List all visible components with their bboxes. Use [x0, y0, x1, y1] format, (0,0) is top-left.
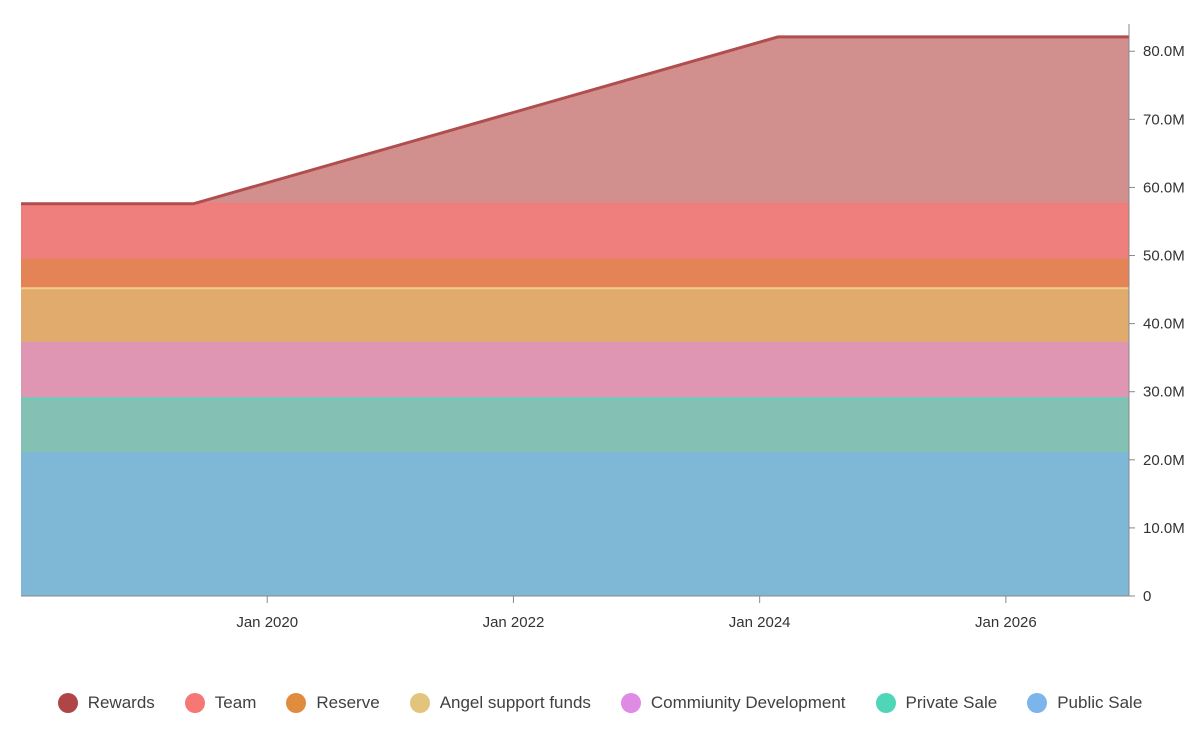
axes-layer: 0 10.0M 20.0M 30.0M 40.0M 50.0M 60.0M 70.0M 80.0…: [21, 24, 1185, 631]
y-tick-label: 40.0M: [1143, 316, 1185, 333]
legend-label: Angel support funds: [439, 693, 591, 712]
stacked-area-chart: 0 10.0M 20.0M 30.0M 40.0M 50.0M 60.0M 70.0M 80.0…: [21, 24, 1185, 631]
area-rewards[interactable]: [21, 36, 1129, 204]
legend-item-community-development[interactable]: Commiunity Development: [620, 693, 846, 713]
legend-marker-icon: [620, 693, 641, 713]
x-tick-label: Jan 2020: [236, 614, 298, 631]
x-tick-label: Jan 2026: [975, 614, 1037, 631]
y-tick-label: 60.0M: [1143, 179, 1185, 196]
area-public-sale[interactable]: [21, 453, 1129, 596]
legend-label: Public Sale: [1057, 693, 1143, 712]
legend-marker-icon: [409, 693, 430, 713]
legend-item-private-sale[interactable]: Private Sale: [875, 693, 998, 713]
legend-marker-icon: [184, 693, 205, 713]
legend-label: Private Sale: [905, 693, 998, 712]
x-tick-label: Jan 2022: [483, 614, 545, 631]
y-tick-label: 50.0M: [1143, 248, 1185, 265]
legend-label: Rewards: [87, 693, 155, 712]
legend-marker-icon: [286, 693, 307, 713]
y-tick-label: 70.0M: [1143, 111, 1185, 128]
legend-item-angel-support-funds[interactable]: Angel support funds: [409, 693, 591, 713]
legend-label: Commiunity Development: [650, 693, 846, 712]
legend-item-reserve[interactable]: Reserve: [286, 693, 380, 713]
area-commiunity-development[interactable]: [21, 342, 1129, 399]
legend-marker-icon: [875, 693, 896, 713]
y-tick-label: 80.0M: [1143, 43, 1185, 60]
area-reserve[interactable]: [21, 259, 1129, 289]
legend-label: Reserve: [316, 693, 380, 712]
area-team[interactable]: [21, 203, 1129, 260]
legend-item-team[interactable]: Team: [184, 693, 257, 713]
x-tick-label: Jan 2024: [729, 614, 791, 631]
y-tick-label: 20.0M: [1143, 452, 1185, 469]
legend: Rewards Team Reserve Angel support funds…: [0, 686, 1200, 720]
legend-item-rewards[interactable]: Rewards: [57, 693, 155, 713]
area-private-sale[interactable]: [21, 398, 1129, 454]
y-tick-label: 10.0M: [1143, 520, 1185, 537]
legend-marker-icon: [57, 693, 78, 713]
legend-marker-icon: [1027, 693, 1048, 713]
legend-item-public-sale[interactable]: Public Sale: [1027, 693, 1142, 713]
areas-layer: [21, 36, 1129, 596]
line-rewards: [21, 35, 1129, 206]
lines-layer: [21, 35, 1129, 454]
area-angel-support-funds[interactable]: [21, 288, 1129, 343]
y-tick-label: 0: [1143, 588, 1151, 605]
y-tick-label: 30.0M: [1143, 384, 1185, 401]
legend-label: Team: [214, 693, 257, 712]
